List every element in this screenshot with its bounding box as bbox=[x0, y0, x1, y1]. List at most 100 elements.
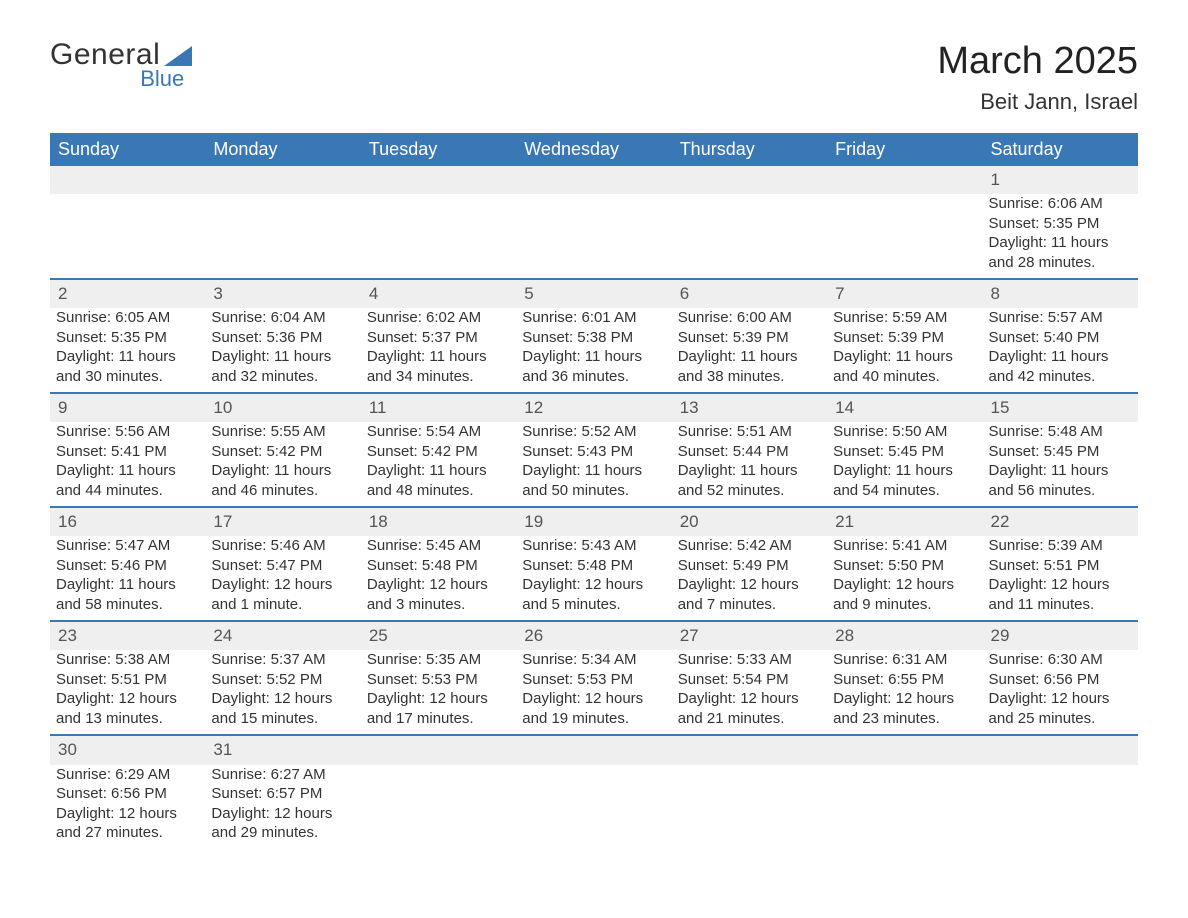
day-number-cell: 12 bbox=[516, 393, 671, 422]
day-detail-cell bbox=[50, 194, 205, 279]
sunrise-line: Sunrise: 6:31 AM bbox=[833, 650, 976, 670]
daylight-line: Daylight: 11 hours and 36 minutes. bbox=[522, 347, 665, 386]
day-detail-cell: Sunrise: 5:57 AMSunset: 5:40 PMDaylight:… bbox=[983, 308, 1138, 393]
sunset-line: Sunset: 5:43 PM bbox=[522, 442, 665, 462]
daylight-line: Daylight: 12 hours and 13 minutes. bbox=[56, 689, 199, 728]
day-number-cell: 2 bbox=[50, 279, 205, 308]
daylight-line: Daylight: 12 hours and 9 minutes. bbox=[833, 575, 976, 614]
daylight-line: Daylight: 11 hours and 38 minutes. bbox=[678, 347, 821, 386]
day-number-cell bbox=[516, 735, 671, 764]
day-detail-cell: Sunrise: 5:46 AMSunset: 5:47 PMDaylight:… bbox=[205, 536, 360, 621]
sunrise-line: Sunrise: 5:46 AM bbox=[211, 536, 354, 556]
day-number-cell bbox=[827, 735, 982, 764]
daylight-line: Daylight: 12 hours and 3 minutes. bbox=[367, 575, 510, 614]
sunset-line: Sunset: 5:38 PM bbox=[522, 328, 665, 348]
sunset-line: Sunset: 5:39 PM bbox=[833, 328, 976, 348]
daylight-line: Daylight: 12 hours and 27 minutes. bbox=[56, 804, 199, 843]
daylight-line: Daylight: 12 hours and 5 minutes. bbox=[522, 575, 665, 614]
sunrise-line: Sunrise: 6:27 AM bbox=[211, 765, 354, 785]
day-number-row: 16171819202122 bbox=[50, 507, 1138, 536]
day-detail-row: Sunrise: 6:05 AMSunset: 5:35 PMDaylight:… bbox=[50, 308, 1138, 393]
sunset-line: Sunset: 5:42 PM bbox=[211, 442, 354, 462]
sunrise-line: Sunrise: 6:30 AM bbox=[989, 650, 1132, 670]
weekday-header: Thursday bbox=[672, 133, 827, 166]
day-detail-cell: Sunrise: 5:51 AMSunset: 5:44 PMDaylight:… bbox=[672, 422, 827, 507]
day-number-cell: 19 bbox=[516, 507, 671, 536]
sunset-line: Sunset: 5:47 PM bbox=[211, 556, 354, 576]
day-detail-cell: Sunrise: 5:45 AMSunset: 5:48 PMDaylight:… bbox=[361, 536, 516, 621]
day-number-cell: 8 bbox=[983, 279, 1138, 308]
daylight-line: Daylight: 12 hours and 17 minutes. bbox=[367, 689, 510, 728]
sunset-line: Sunset: 5:36 PM bbox=[211, 328, 354, 348]
sunset-line: Sunset: 5:46 PM bbox=[56, 556, 199, 576]
daylight-line: Daylight: 11 hours and 58 minutes. bbox=[56, 575, 199, 614]
weekday-header: Friday bbox=[827, 133, 982, 166]
sunrise-line: Sunrise: 5:52 AM bbox=[522, 422, 665, 442]
sunset-line: Sunset: 6:56 PM bbox=[989, 670, 1132, 690]
day-detail-cell: Sunrise: 6:01 AMSunset: 5:38 PMDaylight:… bbox=[516, 308, 671, 393]
sunrise-line: Sunrise: 5:38 AM bbox=[56, 650, 199, 670]
location: Beit Jann, Israel bbox=[937, 89, 1138, 115]
sunrise-line: Sunrise: 5:55 AM bbox=[211, 422, 354, 442]
day-detail-cell: Sunrise: 5:43 AMSunset: 5:48 PMDaylight:… bbox=[516, 536, 671, 621]
page-header: General Blue March 2025 Beit Jann, Israe… bbox=[50, 40, 1138, 115]
daylight-line: Daylight: 12 hours and 7 minutes. bbox=[678, 575, 821, 614]
day-number-cell bbox=[361, 735, 516, 764]
daylight-line: Daylight: 11 hours and 52 minutes. bbox=[678, 461, 821, 500]
weekday-header-row: Sunday Monday Tuesday Wednesday Thursday… bbox=[50, 133, 1138, 166]
sunset-line: Sunset: 5:39 PM bbox=[678, 328, 821, 348]
daylight-line: Daylight: 12 hours and 15 minutes. bbox=[211, 689, 354, 728]
sunset-line: Sunset: 5:53 PM bbox=[522, 670, 665, 690]
sunset-line: Sunset: 5:51 PM bbox=[989, 556, 1132, 576]
day-detail-cell: Sunrise: 5:56 AMSunset: 5:41 PMDaylight:… bbox=[50, 422, 205, 507]
sunrise-line: Sunrise: 5:45 AM bbox=[367, 536, 510, 556]
day-detail-cell bbox=[827, 194, 982, 279]
sunrise-line: Sunrise: 5:43 AM bbox=[522, 536, 665, 556]
day-detail-cell: Sunrise: 5:37 AMSunset: 5:52 PMDaylight:… bbox=[205, 650, 360, 735]
logo-word-blue: Blue bbox=[140, 68, 184, 90]
day-detail-row: Sunrise: 6:29 AMSunset: 6:56 PMDaylight:… bbox=[50, 765, 1138, 849]
daylight-line: Daylight: 11 hours and 46 minutes. bbox=[211, 461, 354, 500]
sunrise-line: Sunrise: 5:34 AM bbox=[522, 650, 665, 670]
sunset-line: Sunset: 5:48 PM bbox=[367, 556, 510, 576]
weekday-header: Tuesday bbox=[361, 133, 516, 166]
day-number-cell bbox=[205, 166, 360, 194]
day-detail-cell bbox=[516, 194, 671, 279]
day-number-cell: 30 bbox=[50, 735, 205, 764]
day-detail-cell: Sunrise: 5:47 AMSunset: 5:46 PMDaylight:… bbox=[50, 536, 205, 621]
day-detail-cell: Sunrise: 5:41 AMSunset: 5:50 PMDaylight:… bbox=[827, 536, 982, 621]
logo: General Blue bbox=[50, 40, 192, 90]
day-number-row: 9101112131415 bbox=[50, 393, 1138, 422]
day-number-cell bbox=[516, 166, 671, 194]
day-number-cell: 22 bbox=[983, 507, 1138, 536]
day-detail-cell bbox=[672, 194, 827, 279]
sunset-line: Sunset: 5:45 PM bbox=[833, 442, 976, 462]
weekday-header: Saturday bbox=[983, 133, 1138, 166]
sunset-line: Sunset: 5:41 PM bbox=[56, 442, 199, 462]
day-number-cell bbox=[361, 166, 516, 194]
sunrise-line: Sunrise: 5:37 AM bbox=[211, 650, 354, 670]
day-number-cell: 1 bbox=[983, 166, 1138, 194]
daylight-line: Daylight: 11 hours and 28 minutes. bbox=[989, 233, 1132, 272]
day-number-cell: 5 bbox=[516, 279, 671, 308]
daylight-line: Daylight: 11 hours and 44 minutes. bbox=[56, 461, 199, 500]
day-detail-cell: Sunrise: 6:27 AMSunset: 6:57 PMDaylight:… bbox=[205, 765, 360, 849]
sunset-line: Sunset: 6:57 PM bbox=[211, 784, 354, 804]
day-number-row: 23242526272829 bbox=[50, 621, 1138, 650]
daylight-line: Daylight: 11 hours and 32 minutes. bbox=[211, 347, 354, 386]
day-number-cell bbox=[983, 735, 1138, 764]
day-number-row: 2345678 bbox=[50, 279, 1138, 308]
sunrise-line: Sunrise: 5:57 AM bbox=[989, 308, 1132, 328]
day-number-cell: 18 bbox=[361, 507, 516, 536]
day-number-cell bbox=[827, 166, 982, 194]
weekday-header: Sunday bbox=[50, 133, 205, 166]
sunrise-line: Sunrise: 6:06 AM bbox=[989, 194, 1132, 214]
day-detail-row: Sunrise: 5:47 AMSunset: 5:46 PMDaylight:… bbox=[50, 536, 1138, 621]
weekday-header: Wednesday bbox=[516, 133, 671, 166]
sunset-line: Sunset: 5:51 PM bbox=[56, 670, 199, 690]
day-number-cell: 17 bbox=[205, 507, 360, 536]
sunset-line: Sunset: 5:44 PM bbox=[678, 442, 821, 462]
daylight-line: Daylight: 11 hours and 42 minutes. bbox=[989, 347, 1132, 386]
daylight-line: Daylight: 11 hours and 30 minutes. bbox=[56, 347, 199, 386]
daylight-line: Daylight: 11 hours and 34 minutes. bbox=[367, 347, 510, 386]
